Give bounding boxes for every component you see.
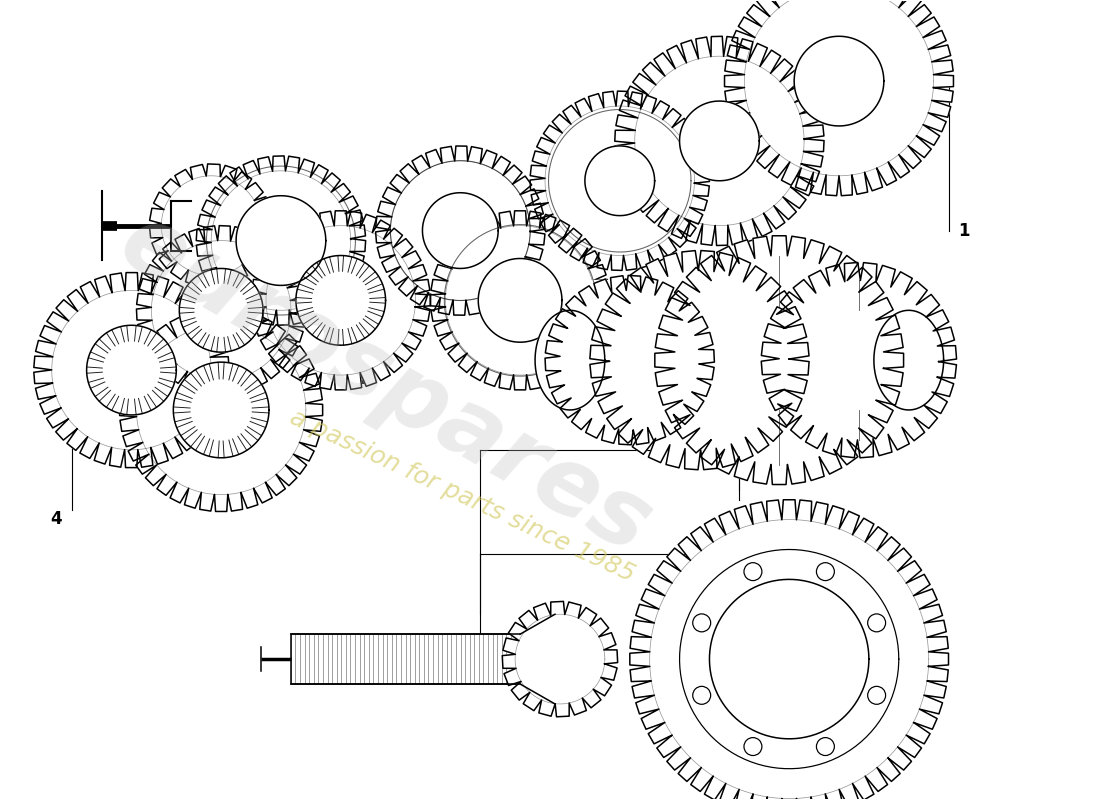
Polygon shape bbox=[725, 0, 954, 196]
Circle shape bbox=[744, 738, 762, 755]
Text: 1: 1 bbox=[958, 222, 970, 239]
Text: 4: 4 bbox=[51, 510, 62, 528]
Polygon shape bbox=[794, 36, 883, 126]
Polygon shape bbox=[34, 273, 229, 468]
Polygon shape bbox=[196, 156, 365, 326]
Polygon shape bbox=[120, 309, 322, 511]
Polygon shape bbox=[236, 196, 326, 286]
Polygon shape bbox=[179, 269, 263, 352]
Circle shape bbox=[816, 562, 835, 581]
Polygon shape bbox=[585, 146, 654, 216]
Polygon shape bbox=[654, 236, 903, 485]
Polygon shape bbox=[375, 146, 544, 315]
Polygon shape bbox=[710, 579, 869, 739]
Polygon shape bbox=[251, 211, 430, 390]
Text: 5: 5 bbox=[604, 412, 616, 430]
Polygon shape bbox=[680, 101, 759, 181]
Polygon shape bbox=[136, 226, 306, 395]
Circle shape bbox=[693, 686, 711, 704]
Circle shape bbox=[868, 614, 886, 632]
Polygon shape bbox=[174, 362, 270, 458]
Circle shape bbox=[868, 686, 886, 704]
Polygon shape bbox=[503, 602, 618, 717]
Polygon shape bbox=[296, 255, 386, 345]
Polygon shape bbox=[290, 634, 520, 684]
Polygon shape bbox=[478, 258, 562, 342]
Polygon shape bbox=[422, 193, 498, 269]
Polygon shape bbox=[87, 326, 176, 415]
Polygon shape bbox=[761, 262, 957, 458]
Text: eurospares: eurospares bbox=[103, 195, 668, 574]
Polygon shape bbox=[535, 310, 605, 410]
Polygon shape bbox=[630, 500, 948, 800]
Circle shape bbox=[744, 562, 762, 581]
Text: a passion for parts since 1985: a passion for parts since 1985 bbox=[286, 405, 639, 586]
Polygon shape bbox=[430, 211, 609, 390]
Text: 2: 2 bbox=[359, 370, 371, 388]
Polygon shape bbox=[544, 275, 714, 445]
Polygon shape bbox=[590, 250, 810, 470]
Circle shape bbox=[693, 614, 711, 632]
Polygon shape bbox=[615, 36, 824, 246]
Polygon shape bbox=[530, 91, 710, 270]
Text: 3: 3 bbox=[220, 410, 231, 428]
Polygon shape bbox=[150, 164, 273, 287]
Circle shape bbox=[816, 738, 835, 755]
Polygon shape bbox=[873, 310, 944, 410]
